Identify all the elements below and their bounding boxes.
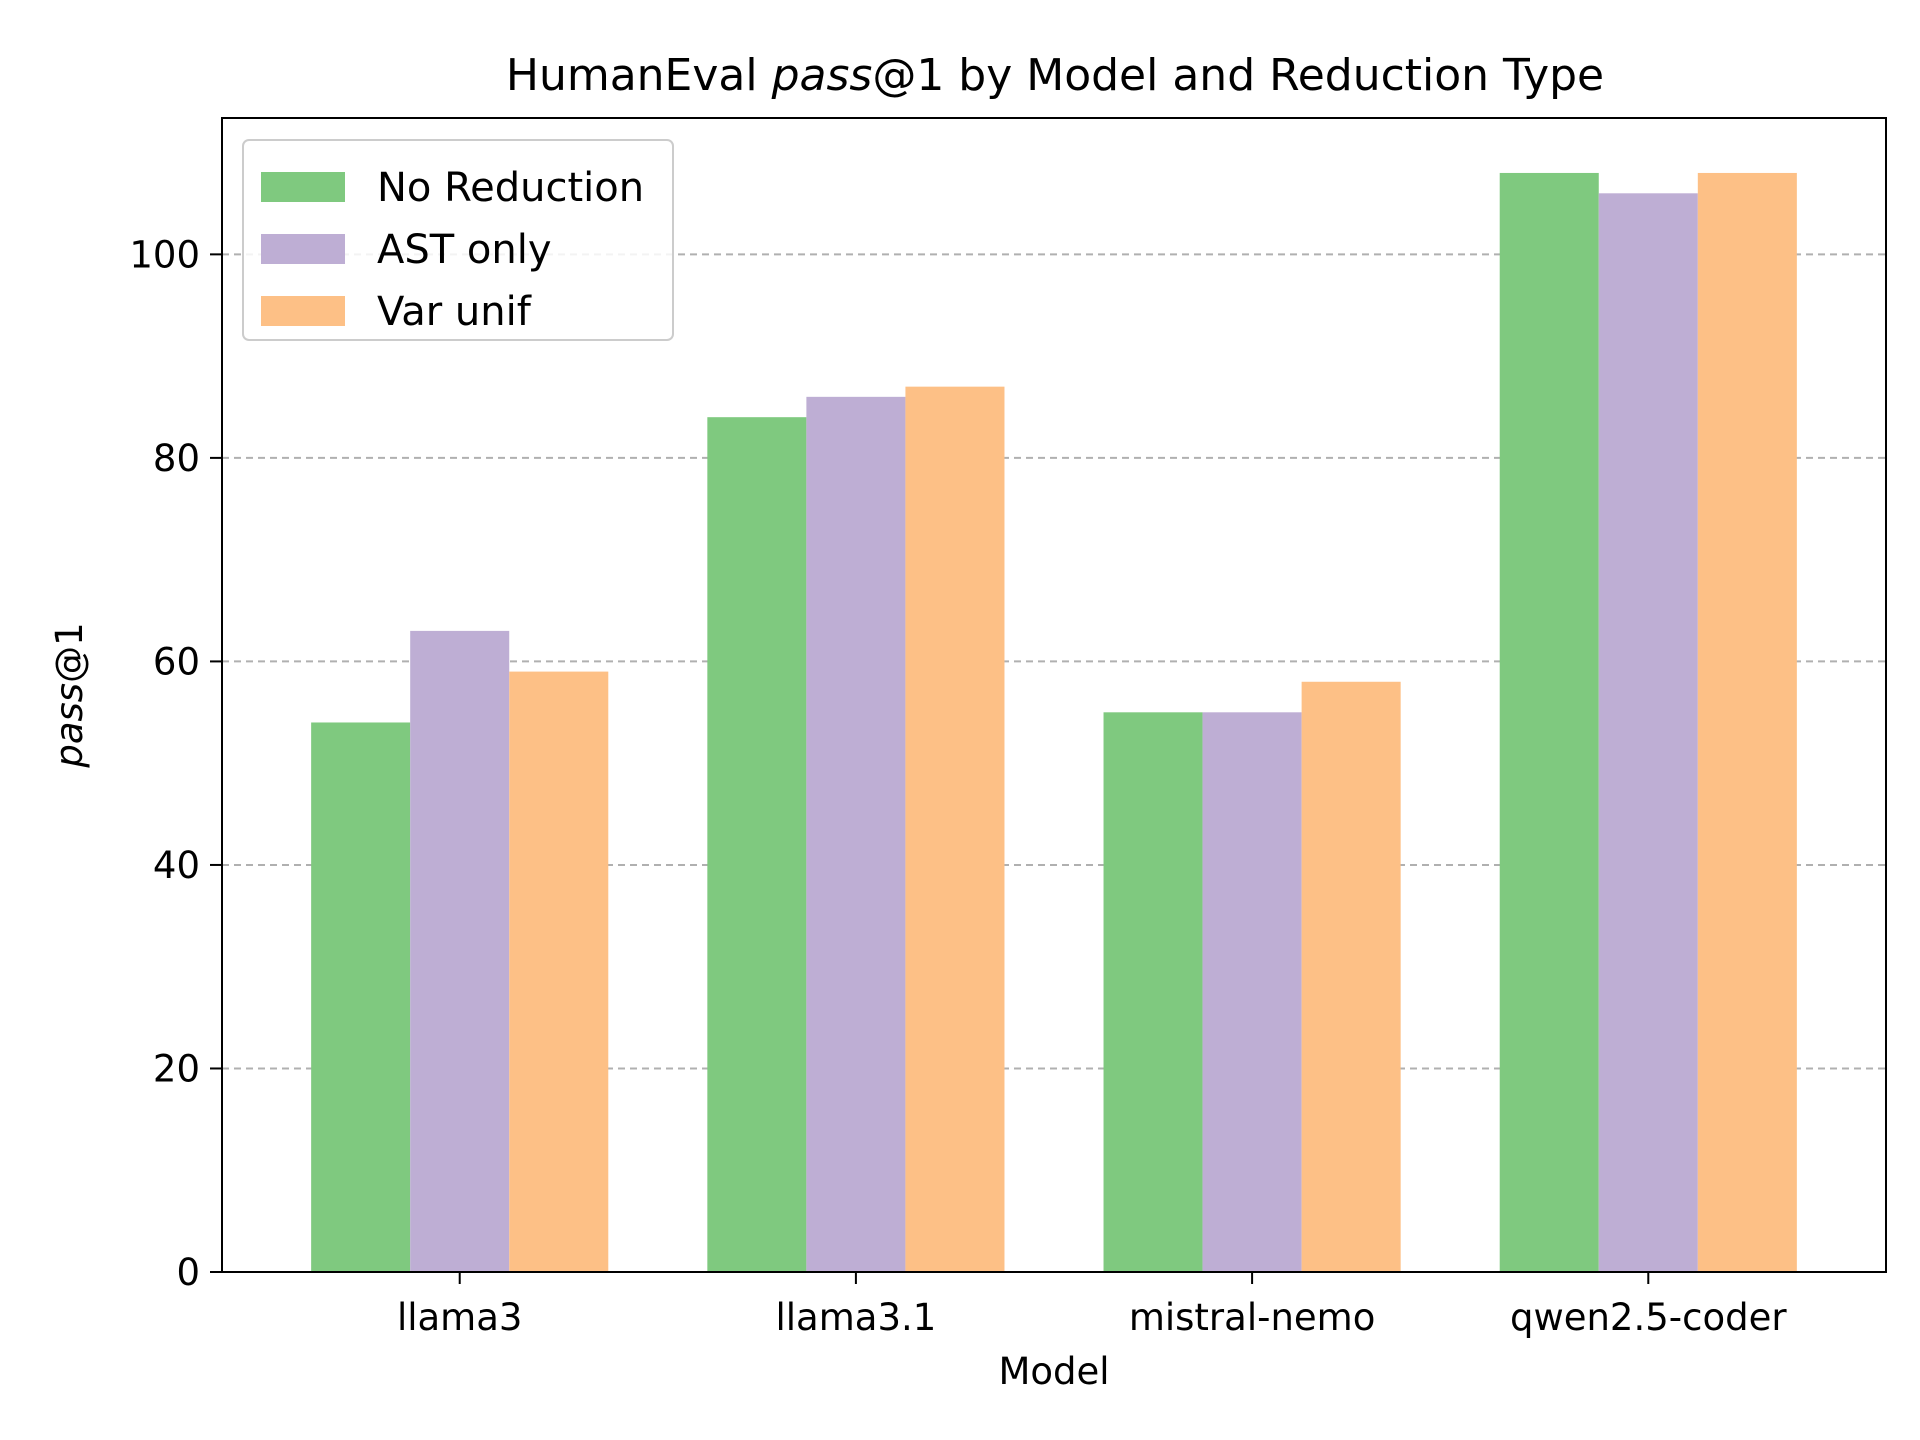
- y-axis-label-italic: pass: [48, 683, 91, 769]
- bar-no-reduction-qwen2.5-coder: [1499, 172, 1599, 1272]
- y-axis-label: pass@1: [48, 622, 91, 768]
- bar-var-unif-mistral-nemo: [1301, 681, 1401, 1272]
- bars: [311, 172, 1797, 1272]
- y-tick-label: 0: [176, 1251, 200, 1294]
- x-tick-label: llama3: [397, 1296, 523, 1339]
- chart-title-suffix: @1 by Model and Reduction Type: [872, 50, 1604, 101]
- x-axis-label: Model: [998, 1350, 1109, 1393]
- legend-label: AST only: [377, 227, 552, 273]
- bar-var-unif-llama3: [509, 671, 609, 1272]
- legend: No Reduction AST only Var unif: [242, 139, 674, 341]
- legend-swatch: [261, 296, 345, 326]
- y-tick-label: 60: [153, 640, 200, 683]
- legend-box: [242, 139, 674, 341]
- y-tick-label: 40: [153, 844, 200, 887]
- x-tick-label: llama3.1: [776, 1296, 937, 1339]
- bar-ast-only-mistral-nemo: [1202, 712, 1302, 1272]
- bar-ast-only-qwen2.5-coder: [1598, 193, 1698, 1272]
- y-tick-label: 80: [153, 437, 200, 480]
- x-tick-label: qwen2.5-coder: [1510, 1296, 1787, 1339]
- bar-no-reduction-llama3.1: [707, 417, 807, 1272]
- bar-no-reduction-mistral-nemo: [1103, 712, 1203, 1272]
- bar-no-reduction-llama3: [311, 722, 411, 1272]
- y-tick-label: 100: [129, 233, 200, 276]
- bar-ast-only-llama3.1: [806, 396, 906, 1272]
- bar-ast-only-llama3: [410, 630, 510, 1272]
- bar-var-unif-qwen2.5-coder: [1697, 172, 1797, 1272]
- chart-title-prefix: HumanEval: [506, 50, 772, 101]
- plot-frame: [221, 117, 1887, 1273]
- x-axis-ticks: llama3 llama3.1 mistral-nemo qwen2.5-coder: [397, 1272, 1787, 1339]
- chart-title: HumanEval pass@1 by Model and Reduction …: [506, 50, 1604, 101]
- y-axis-ticks: 0 20 40 60 80 100: [129, 233, 222, 1294]
- x-tick-label: mistral-nemo: [1129, 1296, 1376, 1339]
- bar-var-unif-llama3.1: [905, 386, 1005, 1272]
- y-axis-label-suffix: @1: [48, 622, 91, 683]
- legend-swatch: [261, 172, 345, 202]
- legend-label: No Reduction: [377, 165, 644, 211]
- chart-title-italic: pass: [771, 50, 873, 101]
- y-tick-label: 20: [153, 1047, 200, 1090]
- legend-swatch: [261, 234, 345, 264]
- legend-label: Var unif: [377, 289, 532, 335]
